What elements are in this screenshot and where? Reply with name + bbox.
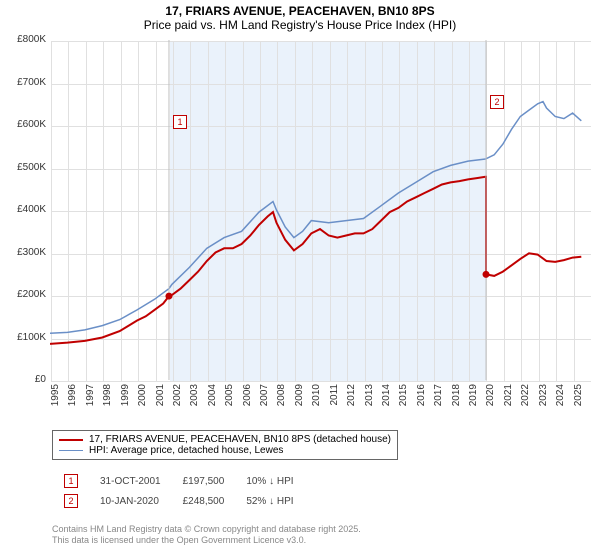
event-price: £197,500 — [173, 472, 235, 490]
events-table: 1 31-OCT-2001£197,50010% ↓ HPI 2 10-JAN-202… — [52, 470, 306, 512]
x-tick-label: 2000 — [137, 384, 148, 414]
event-delta: 10% ↓ HPI — [236, 472, 303, 490]
series-line — [50, 102, 581, 334]
x-tick-label: 1996 — [67, 384, 78, 414]
legend-swatch — [59, 450, 83, 452]
legend: 17, FRIARS AVENUE, PEACEHAVEN, BN10 8PS … — [52, 430, 398, 460]
x-tick-label: 2010 — [311, 384, 322, 414]
x-tick-label: 2014 — [381, 384, 392, 414]
legend-swatch — [59, 439, 83, 441]
x-tick-label: 2005 — [224, 384, 235, 414]
x-tick-label: 2003 — [189, 384, 200, 414]
marker-label: 2 — [490, 95, 504, 109]
x-tick-label: 1997 — [85, 384, 96, 414]
x-tick-label: 2002 — [172, 384, 183, 414]
attribution-line: This data is licensed under the Open Gov… — [52, 535, 361, 546]
legend-item: 17, FRIARS AVENUE, PEACEHAVEN, BN10 8PS … — [59, 434, 391, 445]
y-tick-label: £100K — [2, 332, 46, 343]
y-tick-label: £700K — [2, 77, 46, 88]
event-delta: 52% ↓ HPI — [236, 492, 303, 510]
event-row: 2 10-JAN-2020£248,50052% ↓ HPI — [54, 492, 304, 510]
sale-dot — [483, 271, 490, 278]
chart-container: 17, FRIARS AVENUE, PEACEHAVEN, BN10 8PS … — [0, 0, 600, 560]
x-tick-label: 2013 — [364, 384, 375, 414]
y-tick-label: £200K — [2, 289, 46, 300]
x-tick-label: 2022 — [520, 384, 531, 414]
x-tick-label: 2012 — [346, 384, 357, 414]
legend-label: HPI: Average price, detached house, Lewe… — [89, 445, 283, 456]
x-tick-label: 1998 — [102, 384, 113, 414]
x-tick-label: 2017 — [433, 384, 444, 414]
series-line — [50, 177, 581, 344]
attribution-line: Contains HM Land Registry data © Crown c… — [52, 524, 361, 535]
marker-label: 1 — [173, 115, 187, 129]
x-tick-label: 2011 — [329, 384, 340, 414]
event-row: 1 31-OCT-2001£197,50010% ↓ HPI — [54, 472, 304, 490]
x-tick-label: 2006 — [242, 384, 253, 414]
event-marker: 2 — [64, 494, 78, 508]
legend-label: 17, FRIARS AVENUE, PEACEHAVEN, BN10 8PS … — [89, 434, 391, 445]
x-tick-label: 2007 — [259, 384, 270, 414]
event-marker: 1 — [64, 474, 78, 488]
sale-dot — [165, 293, 172, 300]
x-tick-label: 2021 — [503, 384, 514, 414]
x-tick-label: 2001 — [155, 384, 166, 414]
x-tick-label: 2008 — [276, 384, 287, 414]
x-tick-label: 2023 — [538, 384, 549, 414]
x-tick-label: 1999 — [120, 384, 131, 414]
x-tick-label: 2018 — [451, 384, 462, 414]
x-tick-label: 1995 — [50, 384, 61, 414]
x-tick-label: 2016 — [416, 384, 427, 414]
x-tick-label: 2020 — [485, 384, 496, 414]
x-tick-label: 2025 — [573, 384, 584, 414]
event-price: £248,500 — [173, 492, 235, 510]
x-tick-label: 2019 — [468, 384, 479, 414]
y-tick-label: £600K — [2, 119, 46, 130]
event-date: 10-JAN-2020 — [90, 492, 171, 510]
x-tick-label: 2009 — [294, 384, 305, 414]
x-tick-label: 2015 — [398, 384, 409, 414]
x-tick-label: 2024 — [555, 384, 566, 414]
attribution: Contains HM Land Registry data © Crown c… — [52, 524, 361, 547]
y-tick-label: £300K — [2, 247, 46, 258]
y-tick-label: £500K — [2, 162, 46, 173]
event-date: 31-OCT-2001 — [90, 472, 171, 490]
x-tick-label: 2004 — [207, 384, 218, 414]
legend-item: HPI: Average price, detached house, Lewe… — [59, 445, 391, 456]
y-tick-label: £800K — [2, 34, 46, 45]
y-tick-label: £400K — [2, 204, 46, 215]
y-tick-label: £0 — [2, 374, 46, 385]
